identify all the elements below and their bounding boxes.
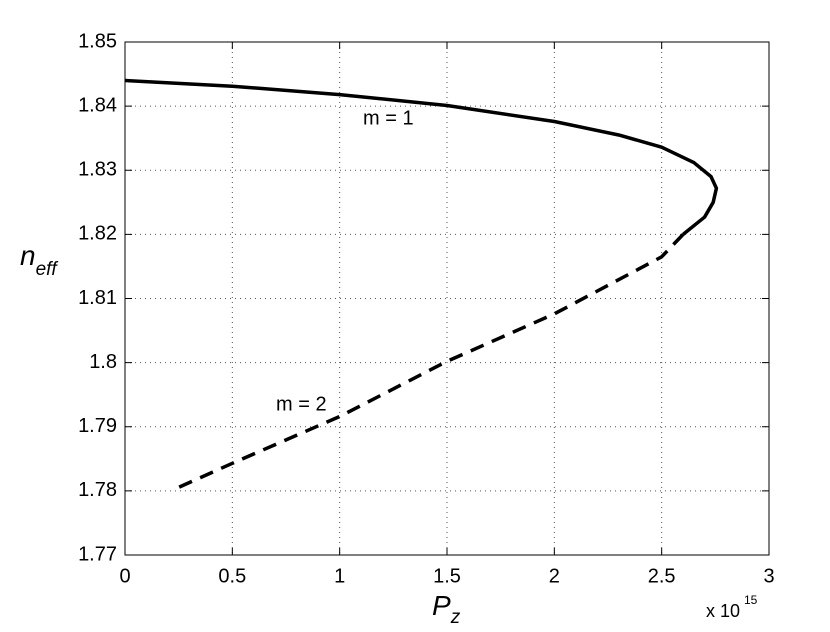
x-tick-label: 2 <box>549 565 560 587</box>
y-tick-label: 1.81 <box>78 287 117 309</box>
x-multiplier: x 10 <box>706 601 740 621</box>
y-axis-label-main: n <box>20 240 36 271</box>
y-tick-label: 1.8 <box>89 351 117 373</box>
y-axis-label-subscript: eff <box>36 259 59 280</box>
y-axis-label: neff <box>20 240 58 280</box>
x-axis-label-main: P <box>432 590 451 621</box>
y-tick-label: 1.83 <box>78 159 117 181</box>
x-tick-label: 3 <box>763 565 774 587</box>
annotation: m = 1 <box>363 107 414 129</box>
x-axis-label: Pz <box>432 590 461 628</box>
x-axis-label-subscript: z <box>450 607 461 628</box>
series-line <box>171 233 685 492</box>
series-line <box>124 78 719 236</box>
y-tick-label: 1.82 <box>78 223 117 245</box>
y-tick-label: 1.78 <box>78 479 117 501</box>
x-tick-label: 1 <box>334 565 345 587</box>
plot-frame <box>124 41 770 556</box>
x-multiplier-exponent: 15 <box>744 593 758 607</box>
y-tick-label: 1.77 <box>78 543 117 565</box>
y-tick-label: 1.79 <box>78 415 117 437</box>
annotation: m = 2 <box>276 393 327 415</box>
x-tick-label: 0 <box>119 565 130 587</box>
y-tick-label: 1.84 <box>78 94 117 116</box>
y-tick-label: 1.85 <box>78 30 117 52</box>
x-tick-label: 2.5 <box>648 565 676 587</box>
x-tick-label: 1.5 <box>433 565 461 587</box>
x-tick-label: 0.5 <box>218 565 246 587</box>
